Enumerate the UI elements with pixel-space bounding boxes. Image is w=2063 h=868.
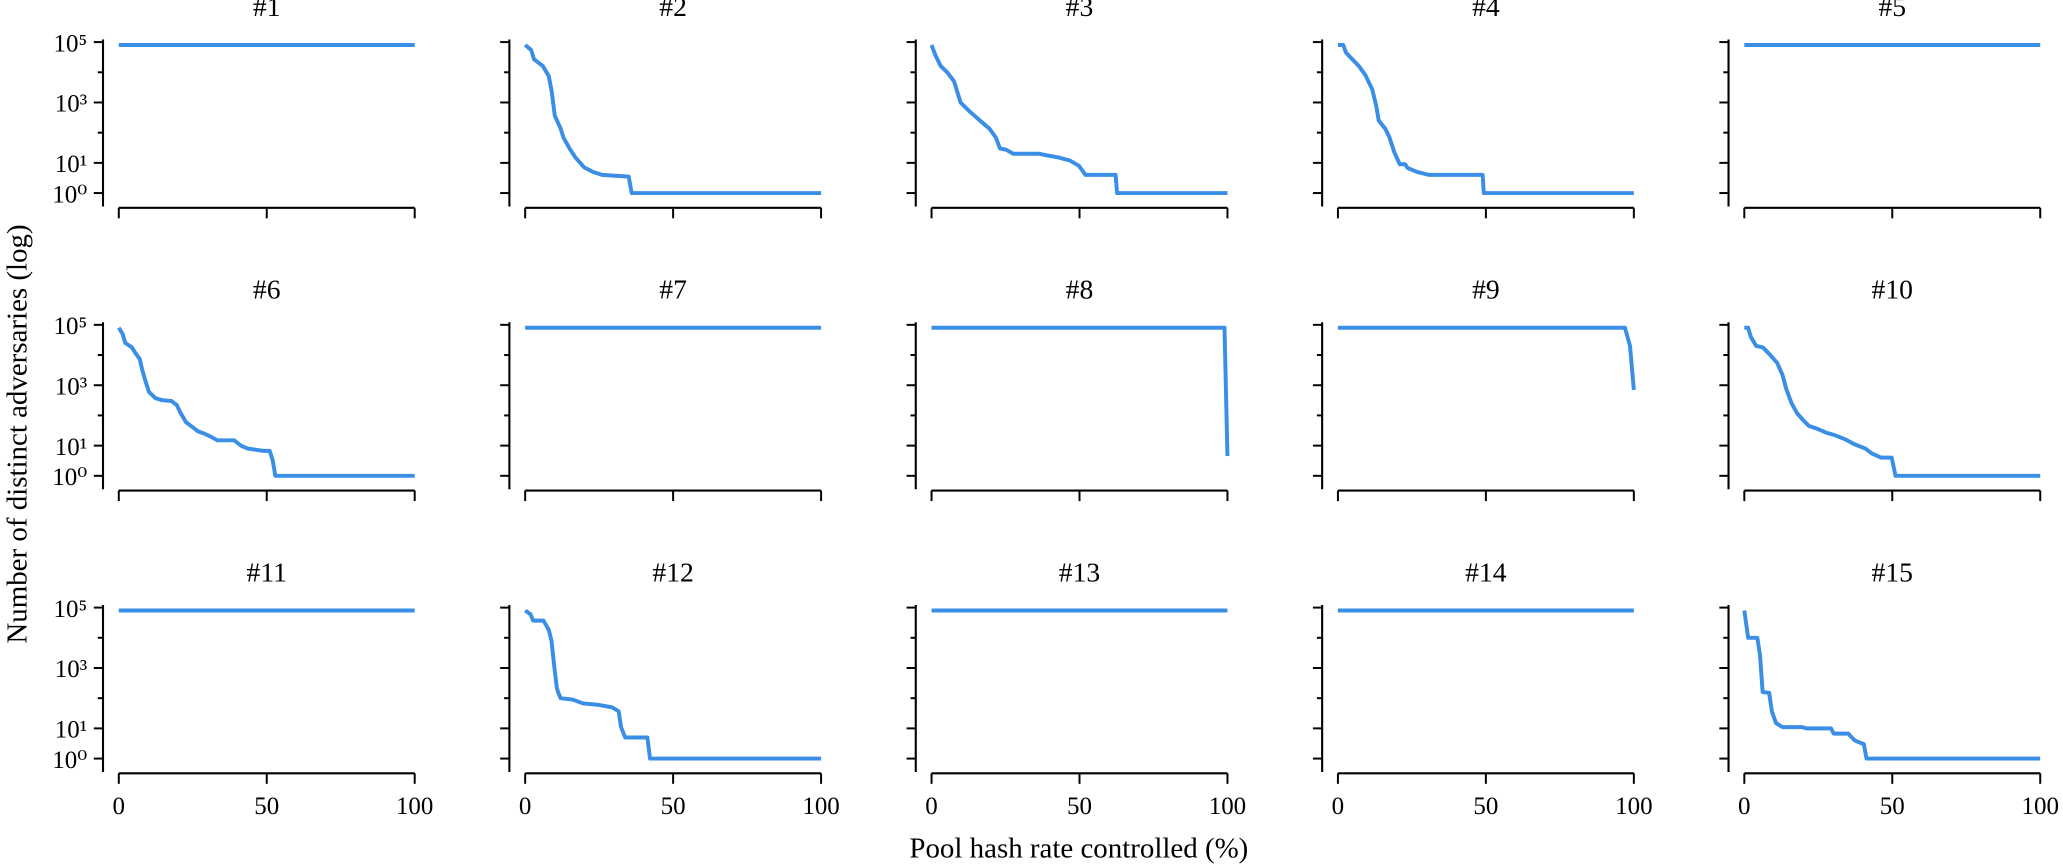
data-line bbox=[523, 43, 822, 196]
y-tick-label: 10⁰ bbox=[52, 181, 87, 208]
panel-title: #1 bbox=[253, 0, 281, 22]
data-line bbox=[1742, 610, 2041, 761]
x-axis-label: Pool hash rate controlled (%) bbox=[909, 832, 1248, 864]
x-tick-label: 0 bbox=[113, 793, 125, 820]
y-tick-label: 10³ bbox=[55, 373, 88, 400]
panel-title: #10 bbox=[1872, 274, 1913, 305]
panel-title: #11 bbox=[247, 556, 287, 587]
x-tick-label: 50 bbox=[661, 793, 686, 820]
panel-title: #13 bbox=[1059, 556, 1100, 587]
data-line bbox=[929, 44, 1228, 196]
panel-title: #4 bbox=[1472, 0, 1500, 22]
panel-title: #12 bbox=[652, 556, 693, 587]
x-tick-label: 50 bbox=[1880, 793, 1905, 820]
panel-title: #2 bbox=[659, 0, 687, 22]
data-line bbox=[1744, 325, 2041, 478]
panel-title: #3 bbox=[1066, 0, 1094, 22]
panel-title: #9 bbox=[1472, 274, 1500, 305]
y-tick-label: 10⁰ bbox=[52, 464, 87, 491]
x-tick-label: 100 bbox=[802, 793, 839, 820]
panel-title: #15 bbox=[1872, 556, 1913, 587]
y-tick-label: 10³ bbox=[55, 91, 88, 118]
y-tick-label: 10⁵ bbox=[54, 30, 88, 57]
x-tick-label: 0 bbox=[1332, 793, 1344, 820]
y-axis-label: Number of distinct adversaries (log) bbox=[2, 224, 34, 643]
y-tick-label: 10⁵ bbox=[54, 313, 88, 340]
data-line bbox=[524, 608, 822, 761]
x-tick-label: 100 bbox=[2021, 793, 2058, 820]
x-tick-label: 100 bbox=[1615, 793, 1652, 820]
data-line bbox=[931, 325, 1230, 457]
y-tick-label: 10¹ bbox=[55, 434, 87, 461]
panel-title: #8 bbox=[1066, 274, 1094, 305]
x-tick-label: 100 bbox=[1209, 793, 1246, 820]
panel-title: #6 bbox=[253, 274, 281, 305]
x-tick-label: 0 bbox=[1738, 793, 1750, 820]
x-tick-label: 50 bbox=[1473, 793, 1498, 820]
y-tick-label: 10³ bbox=[55, 656, 88, 683]
panel-title: #7 bbox=[659, 274, 687, 305]
y-tick-label: 10¹ bbox=[55, 151, 87, 178]
x-tick-label: 50 bbox=[254, 793, 279, 820]
x-tick-label: 0 bbox=[925, 793, 937, 820]
y-tick-label: 10⁵ bbox=[54, 596, 88, 623]
data-line bbox=[1337, 325, 1636, 391]
y-tick-label: 10¹ bbox=[55, 717, 87, 744]
data-line bbox=[117, 326, 415, 478]
data-line bbox=[1337, 43, 1634, 196]
x-tick-label: 100 bbox=[396, 793, 433, 820]
x-tick-label: 0 bbox=[519, 793, 531, 820]
panel-title: #5 bbox=[1878, 0, 1906, 22]
y-tick-label: 10⁰ bbox=[52, 747, 87, 774]
x-tick-label: 50 bbox=[1067, 793, 1092, 820]
panel-title: #14 bbox=[1465, 556, 1507, 587]
